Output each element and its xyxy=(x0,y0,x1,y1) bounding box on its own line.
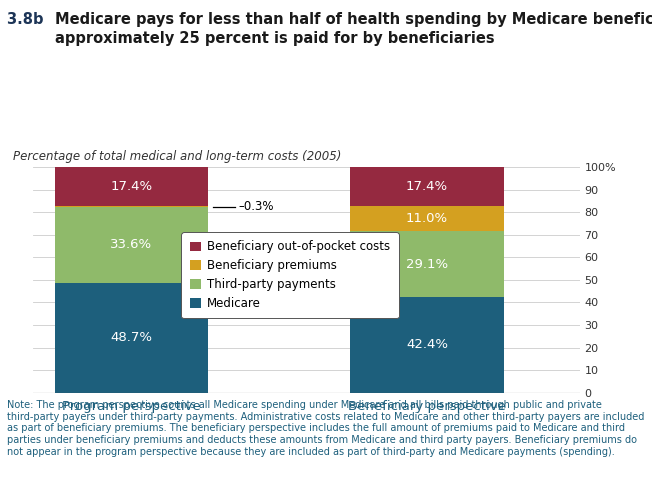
Text: 11.0%: 11.0% xyxy=(406,213,448,225)
Text: 17.4%: 17.4% xyxy=(406,180,448,193)
Text: –0.3%: –0.3% xyxy=(238,200,273,213)
Text: Percentage of total medical and long-term costs (2005): Percentage of total medical and long-ter… xyxy=(13,150,342,163)
Text: 42.4%: 42.4% xyxy=(406,338,448,352)
Bar xyxy=(55,206,208,207)
Text: 3.8b: 3.8b xyxy=(7,12,53,27)
Bar xyxy=(350,206,503,231)
Bar xyxy=(55,167,208,206)
Legend: Beneficiary out-of-pocket costs, Beneficiary premiums, Third-party payments, Med: Beneficiary out-of-pocket costs, Benefic… xyxy=(181,232,398,319)
Bar xyxy=(350,167,503,206)
Bar xyxy=(55,207,208,283)
Bar xyxy=(350,231,503,297)
Text: 48.7%: 48.7% xyxy=(110,331,152,344)
Text: 17.4%: 17.4% xyxy=(110,180,153,193)
Bar xyxy=(55,283,208,393)
Text: Note: The program perspective counts all Medicare spending under Medicare and al: Note: The program perspective counts all… xyxy=(7,400,644,457)
Text: 33.6%: 33.6% xyxy=(110,238,153,251)
Bar xyxy=(350,297,503,393)
Text: Medicare pays for less than half of health spending by Medicare beneficiaries;
a: Medicare pays for less than half of heal… xyxy=(55,12,652,46)
Text: 29.1%: 29.1% xyxy=(406,258,448,271)
